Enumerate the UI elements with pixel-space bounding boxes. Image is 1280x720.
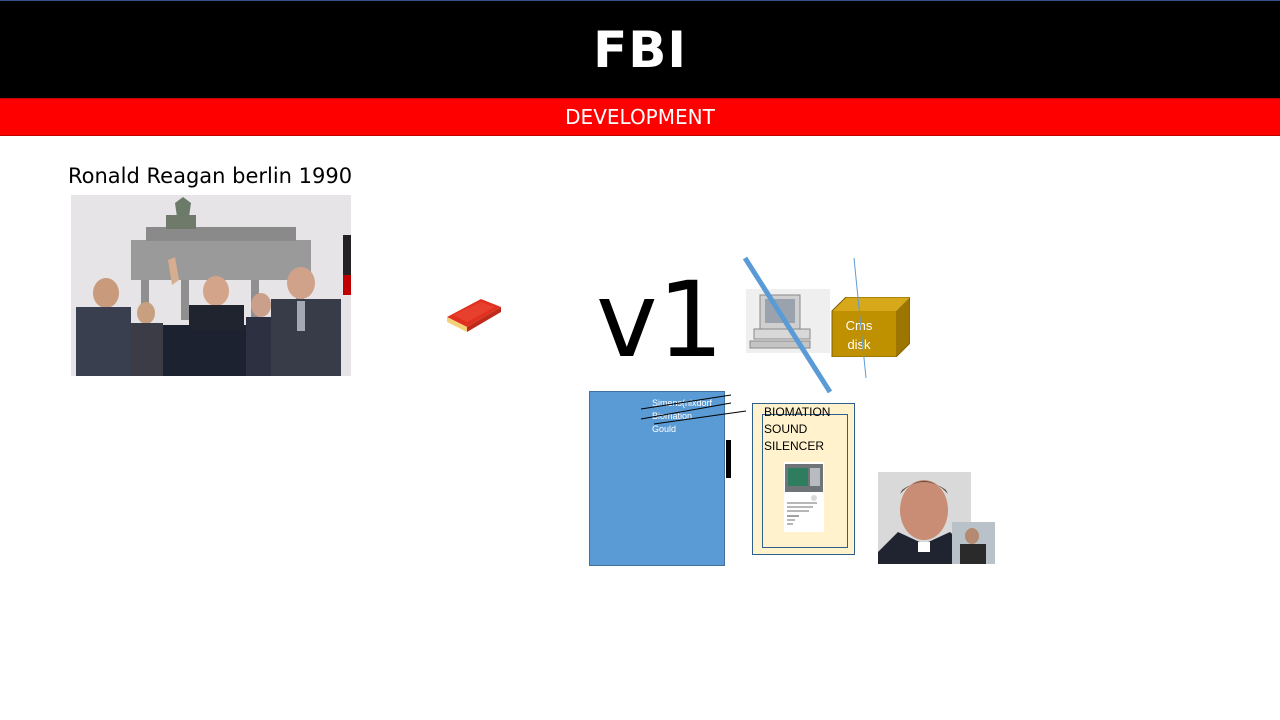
- book-icon[interactable]: [443, 295, 503, 333]
- device-thumbnail[interactable]: [784, 462, 824, 532]
- slide-title: FBI: [593, 20, 687, 79]
- biomation-card-frame: [762, 414, 848, 548]
- slide-subtitle: DEVELOPMENT: [565, 105, 715, 129]
- photo-caption: Ronald Reagan berlin 1990: [68, 164, 353, 188]
- cms-label-line: disk: [847, 337, 871, 352]
- cms-label-line: Cms: [845, 318, 873, 333]
- card-line: SOUND: [764, 422, 808, 436]
- version-label: v1: [596, 259, 724, 381]
- thick-strike-line: [742, 256, 833, 394]
- vendor-item: Gould: [652, 424, 677, 434]
- thin-strike-line: [853, 257, 867, 379]
- cursor-bar: [726, 440, 731, 478]
- title-bar: FBI: [0, 0, 1280, 98]
- vendor-item: Biomation: [652, 411, 693, 421]
- subtitle-bar: DEVELOPMENT: [0, 98, 1280, 136]
- strike-line: [653, 410, 747, 425]
- cms-disk-box[interactable]: [828, 297, 910, 357]
- portrait-photo[interactable]: [878, 472, 995, 564]
- strike-line: [640, 402, 732, 420]
- strike-line: [640, 394, 732, 410]
- card-line: SILENCER: [764, 439, 825, 453]
- blue-box[interactable]: [589, 391, 725, 566]
- biomation-card-text: BIOMATION SOUND SILENCER: [764, 404, 830, 455]
- computer-icon[interactable]: [746, 289, 830, 353]
- berlin-speech-photo[interactable]: [71, 195, 351, 376]
- card-line: BIOMATION: [764, 405, 831, 419]
- cms-disk-label: Cms disk: [835, 316, 883, 354]
